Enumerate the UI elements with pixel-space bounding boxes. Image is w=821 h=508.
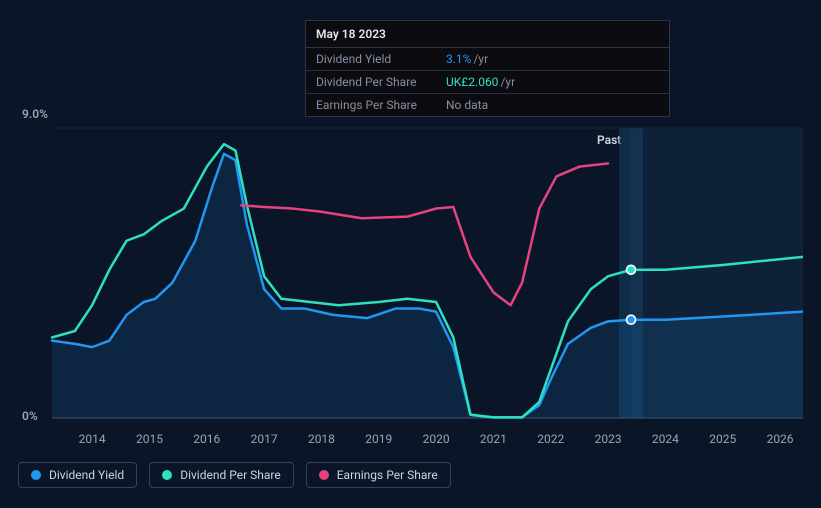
chart-area[interactable] <box>18 108 803 453</box>
hover-tooltip: May 18 2023 Dividend Yield3.1%/yrDividen… <box>305 20 670 117</box>
tooltip-row: Dividend Yield3.1%/yr <box>306 48 669 71</box>
tooltip-key: Earnings Per Share <box>316 98 446 112</box>
legend-label: Dividend Per Share <box>180 468 281 482</box>
legend-item-earnings-per-share[interactable]: Earnings Per Share <box>306 462 451 488</box>
tooltip-date: May 18 2023 <box>306 21 669 48</box>
tooltip-unit: /yr <box>500 75 515 89</box>
legend-label: Earnings Per Share <box>337 468 438 482</box>
tooltip-value: UK£2.060 <box>446 75 498 89</box>
tooltip-row: Earnings Per ShareNo data <box>306 94 669 116</box>
tooltip-value: No data <box>446 98 488 112</box>
tooltip-key: Dividend Per Share <box>316 75 446 89</box>
tooltip-row: Dividend Per ShareUK£2.060/yr <box>306 71 669 94</box>
legend-dot <box>162 470 172 480</box>
legend-label: Dividend Yield <box>49 468 124 482</box>
tooltip-value: 3.1% <box>446 52 471 66</box>
legend-dot <box>319 470 329 480</box>
legend: Dividend Yield Dividend Per Share Earnings… <box>18 462 451 488</box>
legend-dot <box>31 470 41 480</box>
line-chart <box>18 108 803 453</box>
legend-item-dividend-per-share[interactable]: Dividend Per Share <box>149 462 294 488</box>
legend-item-dividend-yield[interactable]: Dividend Yield <box>18 462 137 488</box>
tooltip-unit: /yr <box>473 52 488 66</box>
tooltip-key: Dividend Yield <box>316 52 446 66</box>
